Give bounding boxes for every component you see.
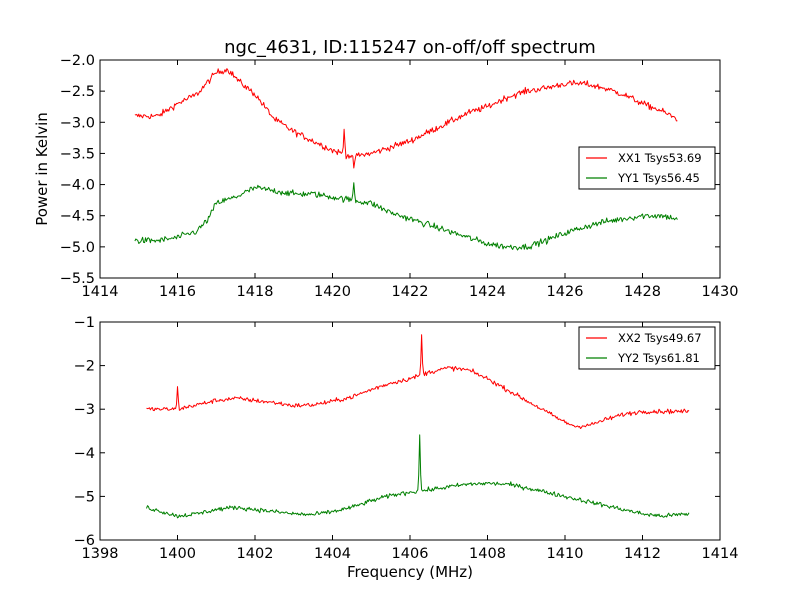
bottom-x-tick-label: 1414 <box>702 546 739 562</box>
bottom-legend-label-yy2: YY2 Tsys61.81 <box>617 351 700 365</box>
top-x-tick-label: 1420 <box>314 284 351 300</box>
top-plot-area: 1414 1416 1418 1420 1422 1424 1426 1428 1430 −2.0… <box>60 53 739 300</box>
bottom-x-tick-label: 1410 <box>547 546 584 562</box>
top-y-tick-label: −2.5 <box>60 84 95 100</box>
bottom-subplot: Frequency (MHz) 1398 1400 1402 1404 1406 1408… <box>74 315 739 581</box>
top-series-line-1 <box>134 68 678 169</box>
bottom-legend-box <box>578 326 716 370</box>
top-subplot: ngc_4631, ID:115247 on-off/off spectrum … <box>33 37 738 300</box>
top-x-tick-label: 1414 <box>82 284 119 300</box>
top-x-tick-label: 1416 <box>159 284 196 300</box>
top-y-tick-label: −5.5 <box>60 271 95 287</box>
bottom-series-line-1 <box>146 334 690 429</box>
bottom-y-tick-label: −2 <box>74 359 95 375</box>
bottom-x-tick-label: 1406 <box>392 546 429 562</box>
top-x-tick-label: 1426 <box>547 284 584 300</box>
bottom-y-tick-label: −1 <box>74 315 95 331</box>
bottom-y-tick-label: −5 <box>74 489 95 505</box>
bottom-x-tick-label: 1402 <box>237 546 274 562</box>
top-x-tick-label: 1430 <box>702 284 739 300</box>
bottom-x-tick-label: 1408 <box>469 546 506 562</box>
top-y-tick-label: −5.0 <box>60 240 95 256</box>
top-legend-label-xx1: XX1 Tsys53.69 <box>618 151 702 165</box>
top-chart-title: ngc_4631, ID:115247 on-off/off spectrum <box>224 37 596 58</box>
bottom-y-tick-label: −4 <box>74 446 95 462</box>
bottom-x-axis-label: Frequency (MHz) <box>347 563 473 581</box>
top-y-tick-label: −3.0 <box>60 115 95 131</box>
bottom-plot-area: 1398 1400 1402 1404 1406 1408 1410 1412 1414 −1 −2… <box>74 315 739 562</box>
bottom-x-tick-label: 1400 <box>159 546 196 562</box>
bottom-legend: XX2 Tsys49.67 YY2 Tsys61.81 <box>578 326 716 370</box>
top-y-axis-label: Power in Kelvin <box>33 112 51 226</box>
top-series-line-2 <box>134 182 678 251</box>
bottom-x-tick-label: 1398 <box>82 546 119 562</box>
top-x-tick-label: 1428 <box>624 284 661 300</box>
top-legend-label-yy1: YY1 Tsys56.45 <box>617 171 700 185</box>
bottom-legend-label-xx2: XX2 Tsys49.67 <box>618 331 702 345</box>
bottom-y-tick-label: −6 <box>74 533 95 549</box>
top-legend: XX1 Tsys53.69 YY1 Tsys56.45 <box>578 146 716 190</box>
top-y-tick-label: −4.0 <box>60 178 95 194</box>
top-x-tick-label: 1424 <box>469 284 506 300</box>
bottom-x-tick-label: 1404 <box>314 546 351 562</box>
bottom-y-tick-label: −3 <box>74 402 95 418</box>
top-y-tick-label: −4.5 <box>60 209 95 225</box>
bottom-x-tick-label: 1412 <box>624 546 661 562</box>
top-y-tick-label: −3.5 <box>60 146 95 162</box>
top-legend-box <box>578 146 716 190</box>
top-x-tick-label: 1418 <box>237 284 274 300</box>
top-x-tick-label: 1422 <box>392 284 429 300</box>
top-y-tick-label: −2.0 <box>60 53 95 69</box>
bottom-series-line-2 <box>146 434 690 519</box>
